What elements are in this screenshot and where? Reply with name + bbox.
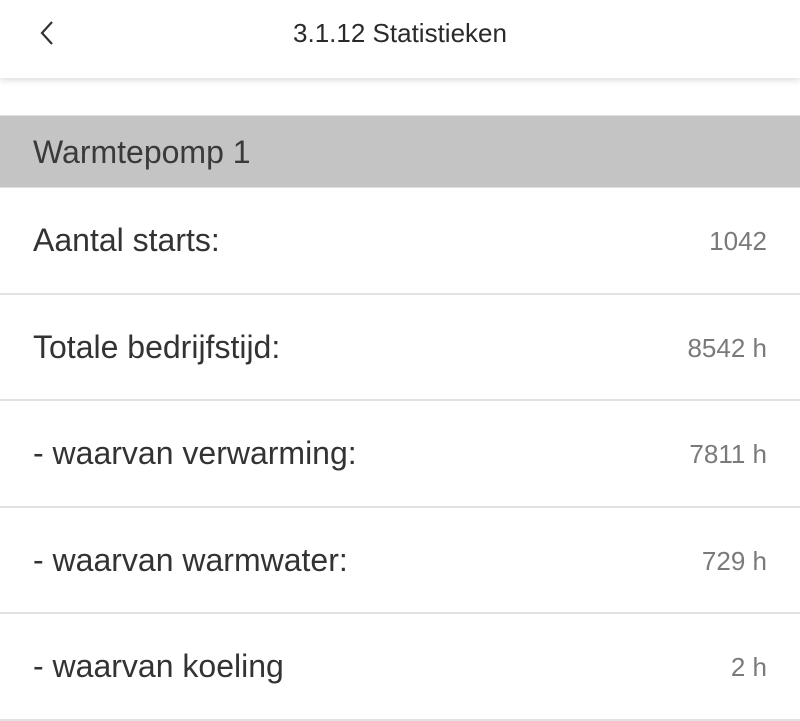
page-title: 3.1.12 Statistieken [293,18,507,48]
top-bar: 3.1.12 Statistieken [0,0,800,78]
row-label: Totale bedrijfstijd: [33,328,281,365]
list-item: Aantal starts: 1042 [0,188,800,295]
statistics-list: Aantal starts: 1042 Totale bedrijfstijd: 8… [0,188,800,721]
section-header: Warmtepomp 1 [0,115,800,188]
list-item: - waarvan warmwater: 729 h [0,508,800,614]
row-label: Aantal starts: [33,222,220,258]
row-value: 729 h [701,545,767,576]
list-item: - waarvan verwarming: 7811 h [0,401,800,508]
row-label: - waarvan verwarming: [33,435,357,471]
row-value: 2 h [730,652,767,682]
chevron-left-icon [40,21,53,45]
list-item: - waarvan koeling 2 h [0,614,800,721]
row-label: - waarvan koeling [33,648,284,684]
row-value: 8542 h [687,332,767,363]
section-title: Warmtepomp 1 [33,134,251,170]
back-button[interactable] [30,16,70,56]
row-value: 1042 [709,226,767,256]
row-value: 7811 h [689,439,767,469]
row-label: - waarvan warmwater: [33,541,348,578]
list-item: Totale bedrijfstijd: 8542 h [0,295,800,401]
